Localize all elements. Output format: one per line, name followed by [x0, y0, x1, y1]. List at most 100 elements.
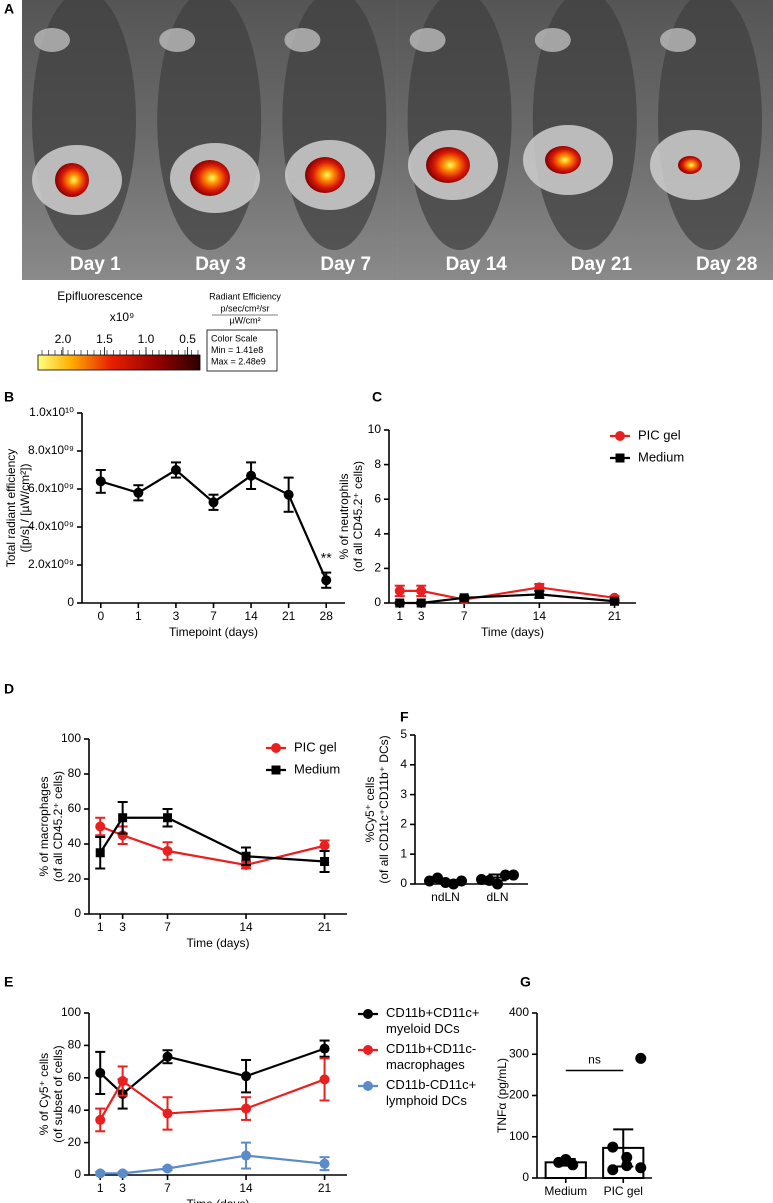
y-tick-label: 0: [74, 1167, 81, 1181]
colorbar-tick-label: 2.0: [55, 332, 72, 346]
y-tick-label: 200: [509, 1088, 529, 1102]
x-tick-label: 3: [418, 609, 425, 623]
day-label: Day 1: [70, 254, 121, 275]
marker: [118, 813, 128, 823]
marker: [615, 453, 625, 463]
head: [159, 28, 196, 52]
day-label: Day 3: [195, 254, 246, 275]
x-tick-label: PIC gel: [604, 1184, 643, 1198]
charts: B 0 2.0x10⁰⁹ 4.0x10⁰⁹ 6.0x10⁰⁹ 8.0x10⁰⁹ 1.0x10…: [4, 389, 684, 1203]
marker: [283, 489, 294, 500]
legend-label: PIC gel: [294, 739, 337, 754]
y-tick-label: 8: [374, 457, 381, 471]
y-tick-label: 1: [400, 846, 407, 860]
day-label: Day 7: [320, 254, 371, 275]
x-tick-label: 7: [164, 920, 171, 934]
panel-letter: E: [4, 974, 13, 990]
x-tick-label: 0: [97, 609, 104, 623]
y-tick-label: 0: [67, 595, 74, 609]
x-tick-label: 1: [135, 609, 142, 623]
marker: [241, 851, 251, 861]
x-axis-label: Time (days): [187, 936, 250, 950]
data-point: [607, 1141, 619, 1153]
day-label: Day 28: [696, 254, 757, 275]
marker: [241, 1150, 252, 1161]
x-tick-label: 7: [461, 609, 468, 623]
y-tick-label: 0: [400, 876, 407, 890]
marker: [416, 585, 427, 596]
marker: [534, 589, 544, 599]
y-tick-label: 0: [74, 906, 81, 920]
y-tick-label: 6: [374, 491, 381, 505]
marker: [363, 1081, 373, 1091]
x-axis-label: Time (days): [187, 1197, 250, 1203]
series-line: [100, 1154, 325, 1175]
x-tick-label: 3: [173, 609, 180, 623]
x-tick-label: dLN: [486, 890, 508, 904]
x-tick-label: 21: [318, 920, 332, 934]
marker: [95, 821, 106, 832]
head: [660, 28, 696, 52]
marker: [319, 1158, 330, 1169]
x-tick-label: 14: [239, 920, 253, 934]
colorbar-title: Epifluorescence: [57, 289, 143, 303]
marker: [208, 497, 219, 508]
y-tick-label: 40: [68, 1102, 82, 1116]
x-tick-label: 1: [396, 609, 403, 623]
signal: [545, 146, 581, 174]
data-point: [507, 869, 519, 881]
signal: [426, 147, 470, 183]
unit-numerator: p/sec/cm²/sr: [220, 303, 269, 313]
chart: E 0 20 40 60 80 100 1 3 7 14 21 % of Cy5⁺ cells (of s…: [4, 974, 479, 1203]
marker: [133, 487, 144, 498]
marker: [95, 476, 106, 487]
panel-letter: D: [4, 681, 14, 697]
y-axis-label: (of all CD45.2⁺ cells): [51, 771, 65, 882]
marker: [170, 465, 181, 475]
data-point: [491, 878, 503, 890]
marker: [162, 1051, 173, 1062]
marker: [95, 1168, 106, 1179]
x-tick-label: 3: [119, 920, 126, 934]
marker: [615, 431, 625, 441]
scale-box-line: Max = 2.48e9: [211, 356, 266, 366]
chart: G 0 100 200 300 400 Medium PIC gel TNFα (pg/mL) n…: [495, 974, 652, 1198]
marker: [363, 1045, 373, 1055]
y-tick-label: 80: [68, 1038, 82, 1052]
y-axis-label: (of subset of cells): [51, 1045, 65, 1142]
y-tick-label: 60: [68, 801, 82, 815]
marker: [319, 840, 330, 851]
marker: [95, 848, 105, 858]
y-tick-label: 3: [400, 787, 407, 801]
marker: [610, 596, 620, 606]
y-tick-label: 2.0x10⁰⁹: [28, 557, 74, 571]
signal: [190, 160, 230, 196]
y-axis-label: ([p/s] / [µW/cm²]): [18, 464, 32, 553]
signal: [55, 163, 89, 197]
x-tick-label: ndLN: [431, 890, 460, 904]
marker: [163, 813, 173, 823]
chart: C 0 2 4 6 8 10 1 3 7 14 21 % of neutrophils (of all C…: [337, 389, 684, 639]
data-point: [424, 875, 436, 887]
signal: [305, 157, 345, 193]
panel-letter: A: [4, 1, 14, 17]
photo-strip: Day 1 Day 3 Day 7 Day 14 Day 21 Day 28: [22, 0, 773, 280]
marker: [95, 1114, 106, 1125]
y-tick-label: 8.0x10⁰⁹: [28, 443, 74, 457]
x-tick-label: 7: [210, 609, 217, 623]
y-axis-label: % of macrophages: [37, 776, 51, 876]
head: [534, 28, 571, 52]
unit-title: Radiant Efficiency: [209, 291, 281, 301]
data-point: [607, 1164, 619, 1176]
x-tick-label: 7: [164, 1181, 171, 1195]
data-point: [553, 1156, 565, 1168]
signal: [678, 156, 702, 174]
x-tick-label: 21: [608, 609, 622, 623]
panel-letter: G: [520, 974, 531, 990]
day-label: Day 21: [571, 254, 633, 275]
panel-letter: C: [372, 389, 382, 405]
marker: [363, 1009, 373, 1019]
x-tick-label: 14: [244, 609, 258, 623]
y-tick-label: 80: [68, 766, 82, 780]
panel-letter: F: [400, 709, 409, 725]
